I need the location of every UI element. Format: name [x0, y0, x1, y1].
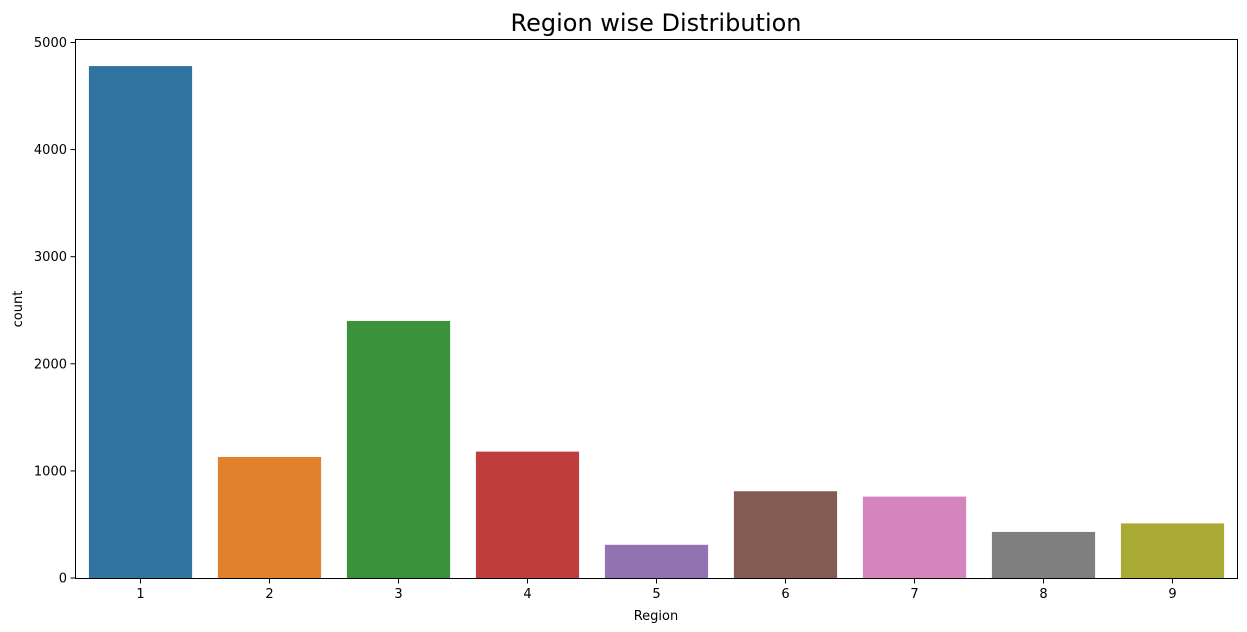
bar-region-7 — [862, 496, 967, 578]
y-tick-label: 5000 — [34, 36, 67, 51]
bars-group — [88, 66, 1225, 578]
x-tick-label: 4 — [523, 587, 531, 602]
bar-region-1 — [88, 66, 193, 578]
y-axis-label: count — [11, 291, 26, 328]
bar-region-9 — [1120, 523, 1225, 578]
y-tick-label: 1000 — [34, 464, 67, 479]
y-tick-label: 0 — [59, 572, 67, 587]
x-tick-label: 1 — [136, 587, 144, 602]
y-tick-label: 2000 — [34, 357, 67, 372]
bar-region-6 — [733, 491, 838, 578]
x-axis-ticks: 1 2 3 4 5 6 7 8 9 — [136, 578, 1177, 602]
y-tick-label: 4000 — [34, 143, 67, 158]
bar-region-5 — [604, 544, 709, 578]
chart-title: Region wise Distribution — [511, 9, 802, 37]
x-tick-label: 3 — [394, 587, 402, 602]
x-tick-label: 2 — [265, 587, 273, 602]
x-tick-label: 9 — [1168, 587, 1176, 602]
y-axis-ticks: 0 1000 2000 3000 4000 5000 — [34, 36, 76, 587]
x-tick-label: 8 — [1039, 587, 1047, 602]
x-tick-label: 6 — [781, 587, 789, 602]
x-axis-label: Region — [634, 609, 679, 624]
bar-region-3 — [346, 320, 451, 578]
y-tick-label: 3000 — [34, 250, 67, 265]
bar-region-4 — [475, 451, 580, 578]
plot-frame — [75, 39, 1238, 579]
x-tick-label: 7 — [910, 587, 918, 602]
bar-region-8 — [991, 531, 1096, 578]
bar-region-2 — [217, 456, 322, 578]
x-tick-label: 5 — [652, 587, 660, 602]
